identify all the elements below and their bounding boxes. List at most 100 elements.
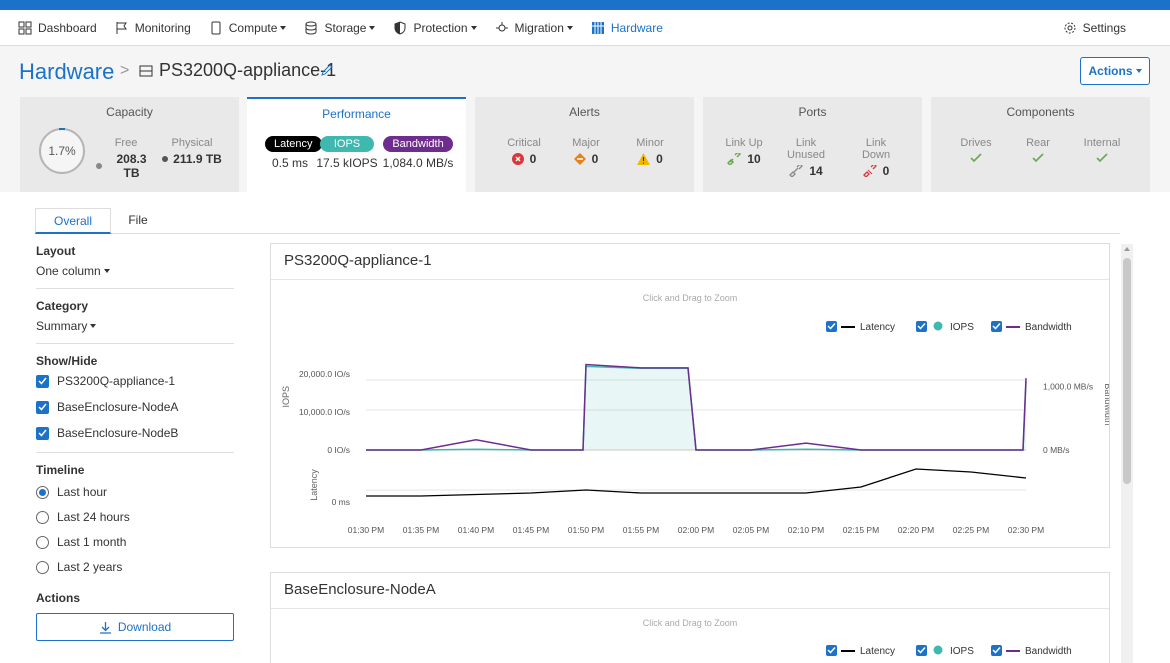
nav-protection[interactable]: Protection (393, 10, 477, 46)
actions-heading: Actions (36, 591, 81, 605)
y-right-tick-label: 1,000.0 MB/s (1043, 382, 1093, 392)
bandwidth-value: 1,084.0 MB/s (382, 156, 454, 170)
linkdown-value: 0 (882, 164, 890, 178)
components-title: Components (1006, 105, 1075, 119)
port-linkunused: Link Unused 14 (776, 137, 836, 178)
x-tick-label: 02:30 PM (1008, 525, 1044, 535)
nav-migration[interactable]: Migration (495, 10, 573, 46)
showhide-checkbox-appliance[interactable]: PS3200Q-appliance-1 (36, 374, 234, 388)
link-unused-icon (789, 165, 804, 177)
timeline-radio-hour[interactable]: Last hour (36, 485, 234, 499)
scrollbar-thumb[interactable] (1123, 258, 1131, 484)
layout-dropdown[interactable]: One column (36, 264, 234, 278)
linkunused-label: Link Unused (787, 137, 825, 161)
y-right-tick-label: 0 MB/s (1043, 445, 1069, 455)
chart-plot[interactable]: Click and Drag to Zoom Latency IOPS Bandwid… (271, 609, 1109, 663)
x-tick-label: 01:40 PM (458, 525, 494, 535)
performance-card[interactable]: Performance Latency 0.5 ms IOPS 17.5 kIO… (247, 97, 466, 192)
bandwidth-pill: Bandwidth (383, 136, 453, 152)
capacity-card[interactable]: Capacity 1.7% Free 208.3 TB Physical 211… (20, 97, 239, 192)
nav-dashboard-label: Dashboard (38, 20, 97, 35)
alert-critical: Critical 0 (501, 137, 547, 166)
chevron-down-icon (103, 269, 110, 273)
perf-bandwidth: Bandwidth 1,084.0 MB/s (381, 136, 455, 170)
checkbox-checked-icon (36, 400, 49, 414)
nav-compute[interactable]: Compute (209, 10, 287, 46)
linkup-value: 10 (747, 152, 761, 166)
checkbox-checked-icon (36, 374, 49, 388)
timeline-radio-month[interactable]: Last 1 month (36, 535, 234, 549)
layout-heading: Layout (36, 244, 76, 258)
check-icon (992, 322, 1001, 330)
minor-icon (637, 153, 651, 165)
x-tick-label: 02:10 PM (788, 525, 824, 535)
category-dropdown[interactable]: Summary (36, 319, 234, 333)
ports-title: Ports (798, 105, 827, 119)
check-icon (992, 646, 1001, 654)
tab-overall[interactable]: Overall (35, 208, 111, 234)
breadcrumb-root[interactable]: Hardware (19, 59, 115, 84)
chevron-down-icon (90, 324, 97, 328)
tab-file[interactable]: File (128, 213, 148, 227)
nav-monitoring[interactable]: Monitoring (115, 10, 191, 46)
iops-pill: IOPS (319, 136, 375, 152)
capacity-gauge: 1.7% (39, 128, 85, 174)
nav-migration-label: Migration (514, 20, 564, 35)
download-label: Download (117, 620, 172, 634)
latency-pill: Latency (265, 136, 322, 152)
pencil-icon[interactable] (320, 63, 334, 77)
timeline-radio-24h[interactable]: Last 24 hours (36, 510, 234, 524)
divider (36, 452, 234, 453)
radio-icon (36, 510, 49, 524)
x-tick-label: 01:50 PM (568, 525, 604, 535)
tab-bar: Overall File (35, 208, 1120, 234)
chart-plot[interactable]: Click and Drag to Zoom Latency IOPS Bandwid… (271, 280, 1113, 547)
showhide-checkbox-nodea[interactable]: BaseEnclosure-NodeA (36, 400, 234, 414)
perf-iops: IOPS 17.5 kIOPS (315, 136, 379, 170)
free-label: Free (114, 137, 138, 149)
latency-value: 0.5 ms (271, 156, 308, 170)
components-card[interactable]: Components Drives Rear Internal (931, 97, 1150, 192)
nav-storage[interactable]: Storage (304, 10, 376, 46)
showhide-checkbox-nodeb[interactable]: BaseEnclosure-NodeB (36, 426, 234, 440)
ports-card[interactable]: Ports Link Up 10 Link Unused 14 Link Dow… (703, 97, 922, 192)
layout-value: One column (36, 264, 101, 278)
settings-label: Settings (1082, 21, 1126, 35)
alert-minor: Minor 0 (627, 137, 673, 166)
chevron-down-icon (280, 25, 287, 30)
free-dot-icon (96, 163, 102, 169)
nav-hardware-label: Hardware (610, 20, 663, 35)
scroll-up-icon[interactable] (1124, 247, 1130, 251)
chart-nodea: BaseEnclosure-NodeA Click and Drag to Zo… (270, 572, 1110, 663)
zoom-hint: Click and Drag to Zoom (643, 293, 738, 303)
radio-icon (36, 535, 49, 549)
y-tick-label: 0 IO/s (327, 445, 350, 455)
timeline-radio-2years[interactable]: Last 2 years (36, 560, 234, 574)
chevron-down-icon (566, 25, 573, 30)
critical-label: Critical (507, 137, 541, 149)
settings-button[interactable]: Settings (1063, 10, 1126, 46)
chart-appliance: PS3200Q-appliance-1 Click and Drag to Zo… (270, 243, 1113, 548)
minor-value: 0 (656, 152, 663, 166)
timeline-option: Last hour (57, 485, 108, 499)
critical-value: 0 (529, 152, 537, 166)
nav-dashboard[interactable]: Dashboard (18, 10, 97, 46)
nav-hardware[interactable]: Hardware (591, 10, 663, 46)
nav-storage-label: Storage (324, 20, 367, 35)
actions-button[interactable]: Actions (1080, 57, 1150, 85)
timeline-heading: Timeline (36, 463, 85, 477)
download-button[interactable]: Download (36, 613, 234, 641)
x-tick-label: 01:30 PM (348, 525, 384, 535)
legend-marker (933, 645, 943, 655)
alerts-card[interactable]: Alerts Critical 0 Major 0 Minor 0 (475, 97, 694, 192)
legend-label: Bandwidth (1025, 646, 1072, 657)
showhide-label: BaseEnclosure-NodeB (57, 426, 179, 440)
capacity-title: Capacity (106, 105, 153, 119)
nav-compute-label: Compute (228, 20, 278, 35)
x-tick-label: 01:55 PM (623, 525, 659, 535)
iops-value: 17.5 kIOPS (316, 156, 378, 170)
device-name: PS3200Q-appliance-1 (159, 60, 337, 80)
major-value: 0 (591, 152, 599, 166)
capacity-free: Free 208.3 TB (96, 137, 156, 180)
scrollbar[interactable] (1121, 244, 1133, 663)
